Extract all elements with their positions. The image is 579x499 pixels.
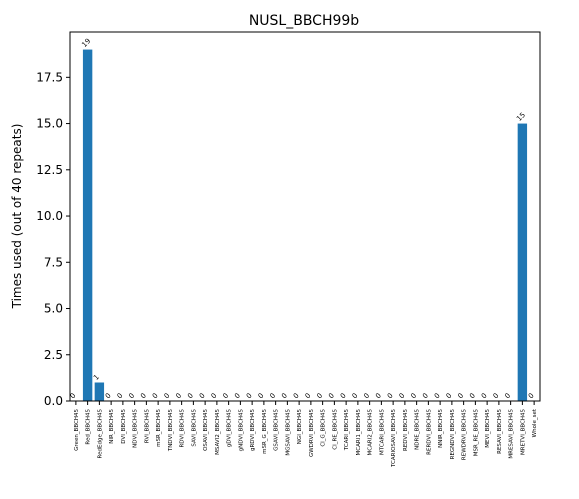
y-tick-label: 7.5 [44,255,63,269]
chart-title: NUSL_BBCH99b [249,13,359,29]
data-label: 0 [198,392,207,401]
x-tick-label: OSAVI_BBCH45 [203,409,209,451]
y-tick-label: 10.0 [36,209,63,223]
y-tick-label: 0.0 [44,394,63,408]
x-tick-label: SAVI_BBCH45 [191,409,197,447]
data-label: 0 [527,392,536,401]
data-label: 0 [104,392,113,401]
data-label: 0 [163,392,172,401]
x-tick-label: NDVI_BBCH45 [133,409,139,448]
y-tick-label: 5.0 [44,302,63,316]
x-tick-label: GSAVI_BBCH45 [274,409,280,451]
x-tick-label: NIR_BBCH45 [109,409,115,444]
x-tick-label: Green_BBCH45 [74,409,80,451]
data-label: 0 [351,392,360,401]
x-tick-label: MRESAVI_BBCH45 [509,409,515,459]
x-tick-label: Whole_set [532,408,538,437]
x-tick-label: MTCARI_BBCH45 [379,409,385,456]
data-label: 0 [280,392,289,401]
data-label: 0 [374,392,383,401]
y-tick-label: 2.5 [44,348,63,362]
data-label: 0 [257,392,266,401]
data-label: 0 [186,392,195,401]
x-tick-label: gDVI_BBCH45 [227,409,233,448]
data-label: 0 [503,392,512,401]
x-tick-label: MCARI1_BBCH45 [356,409,362,456]
bar [94,382,105,401]
data-label: 0 [245,392,254,401]
data-label: 0 [409,392,418,401]
data-label: 0 [151,392,160,401]
data-label: 0 [480,392,489,401]
x-tick-label: RESAVI_BBCH45 [497,408,503,453]
x-tick-label: MCARI2_BBCH45 [368,409,374,456]
x-tick-label: MGSAVI_BBCH45 [285,409,291,456]
data-label: 0 [116,392,125,401]
x-tick-label: MEVI_BBCH45 [485,409,491,448]
x-tick-label: TNDVI_BBCH45 [168,409,174,453]
x-tick-label: RERDVI_BBCH45 [426,409,432,455]
y-tick-label: 17.5 [36,70,63,84]
data-label: 0 [233,392,242,401]
x-tick-label: REGNDVI_BBCH45 [450,409,456,460]
x-tick-label: mSR_G_BBCH45 [262,409,268,454]
x-tick-label: MSR_RE_BBCH45 [473,409,479,457]
x-tick-label: gRDVI_BBCH45 [250,409,256,452]
data-label: 0 [468,392,477,401]
x-tick-label: TCARIOSAVI_BBCH45 [391,409,397,468]
data-label: 0 [362,392,371,401]
x-tick-label: RedEdge_BBCH45 [97,409,103,459]
data-label: 0 [386,392,395,401]
x-tick-label: DVI_BBCH45 [121,409,127,444]
x-tick-label: NDRE_BBCH45 [415,409,421,450]
x-tick-label: TCARI_BBCH45 [344,409,350,452]
data-label: 0 [492,392,501,401]
data-label: 0 [421,392,430,401]
data-label: 0 [445,392,454,401]
data-label: 0 [174,392,183,401]
y-axis-label: Times used (out of 40 repeats) [10,124,24,310]
data-label: 0 [315,392,324,401]
data-label: 15 [515,111,527,123]
data-label: 0 [339,392,348,401]
data-label: 0 [327,392,336,401]
data-label: 0 [268,392,277,401]
x-tick-label: RVI_BBCH45 [144,409,150,444]
data-label: 0 [456,392,465,401]
x-tick-label: REWDRVI_BBCH45 [462,409,468,461]
x-tick-label: RDVI_BBCH45 [180,409,186,448]
x-tick-label: gNDVI_BBCH45 [238,409,244,452]
data-label: 0 [127,392,136,401]
data-label: 0 [69,392,78,401]
data-label: 0 [139,392,148,401]
x-tick-label: CI_RE_BBCH45 [332,409,338,450]
x-tick-label: CI_G_BBCH45 [321,409,327,447]
data-label: 0 [210,392,219,401]
x-tick-label: GWDRVI_BBCH45 [309,409,315,458]
data-label: 0 [221,392,230,401]
bar [82,49,93,401]
x-tick-label: mSR_BBCH45 [156,409,162,447]
x-tick-label: NGI_BBCH45 [297,409,303,445]
data-label: 0 [304,392,313,401]
bar [517,123,528,401]
plot-frame [69,31,541,402]
data-label: 0 [433,392,442,401]
data-label: 0 [398,392,407,401]
x-tick-label: Red_BBCH45 [86,409,92,445]
x-tick-label: REDVI_BBCH45 [403,409,409,451]
data-label: 0 [292,392,301,401]
y-tick-label: 12.5 [36,163,63,177]
x-tick-label: MSAVI2_BBCH45 [215,409,221,455]
data-label: 19 [80,37,92,49]
data-label: 1 [92,373,101,382]
x-tick-label: NNIR_BBCH45 [438,409,444,448]
y-tick-label: 15.0 [36,117,63,131]
x-tick-label: MRETVI_BBCH45 [520,409,526,455]
